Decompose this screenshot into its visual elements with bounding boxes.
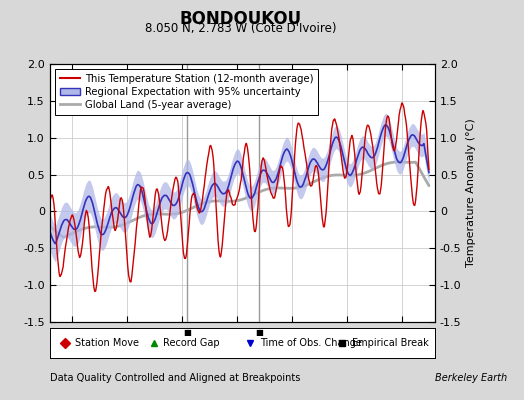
Text: Empirical Break: Empirical Break [352,338,429,348]
Y-axis label: Temperature Anomaly (°C): Temperature Anomaly (°C) [465,119,476,267]
Text: Berkeley Earth: Berkeley Earth [435,373,507,383]
Text: Data Quality Controlled and Aligned at Breakpoints: Data Quality Controlled and Aligned at B… [50,373,300,383]
Text: Station Move: Station Move [75,338,139,348]
Text: Record Gap: Record Gap [163,338,220,348]
Text: ■: ■ [183,328,191,336]
Text: ■: ■ [255,328,263,336]
Text: BONDOUKOU: BONDOUKOU [180,10,302,28]
Text: 8.050 N, 2.783 W (Cote D'Ivoire): 8.050 N, 2.783 W (Cote D'Ivoire) [145,22,337,35]
Text: Time of Obs. Change: Time of Obs. Change [260,338,362,348]
Legend: This Temperature Station (12-month average), Regional Expectation with 95% uncer: This Temperature Station (12-month avera… [55,69,318,115]
